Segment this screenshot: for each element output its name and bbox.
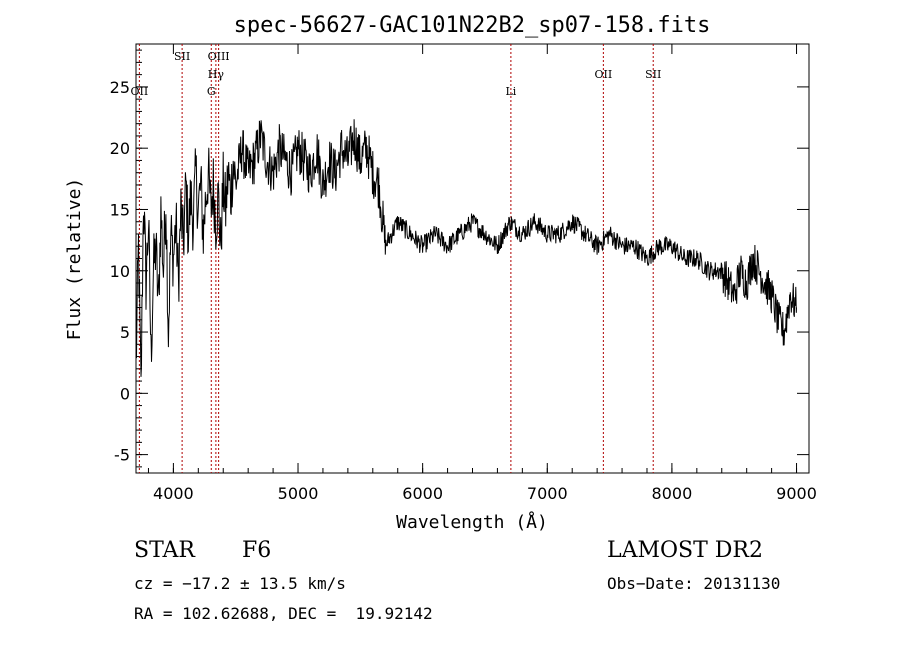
x-tick-label: 6000 <box>402 484 443 503</box>
line-marker-label: SII <box>645 68 661 81</box>
redshift-cz: cz = −17.2 ± 13.5 km/s <box>134 574 346 593</box>
y-tick-label: 25 <box>110 78 130 97</box>
y-tick-label: 5 <box>120 323 130 342</box>
x-tick-label: 9000 <box>776 484 817 503</box>
line-marker-label: OIII <box>208 50 230 63</box>
y-tick-label: 10 <box>110 262 130 281</box>
x-tick-label: 7000 <box>527 484 568 503</box>
line-marker-label: SII <box>174 50 190 63</box>
line-marker-label: G <box>207 85 216 98</box>
x-axis: 4000 5000 6000 7000 8000 9000 <box>147 44 817 503</box>
x-tick-label: 4000 <box>153 484 194 503</box>
plot-frame <box>135 43 810 474</box>
spectrum-series <box>135 119 797 377</box>
line-marker-label: OII <box>595 68 613 81</box>
line-marker-label: Hγ <box>208 68 225 81</box>
y-tick-label: 20 <box>110 139 130 158</box>
line-marker-label: Li <box>505 85 516 98</box>
x-tick-label: 8000 <box>652 484 693 503</box>
y-axis-label: Flux (relative) <box>64 178 85 341</box>
line-markers: OII SII G Hγ OIII Li OII SII <box>131 44 661 473</box>
x-axis-label: Wavelength (Å) <box>396 511 548 533</box>
y-tick-label: 15 <box>110 200 130 219</box>
chart-title: spec-56627-GAC101N22B2_sp07-158.fits <box>234 13 711 38</box>
line-marker-label: OII <box>131 85 149 98</box>
y-axis: -5 0 5 10 15 20 25 <box>110 49 809 468</box>
survey-name: LAMOST DR2 <box>607 538 763 563</box>
y-tick-label: -5 <box>114 446 130 465</box>
coordinates: RA = 102.62688, DEC = 19.92142 <box>134 604 433 623</box>
y-tick-label: 0 <box>120 384 130 403</box>
object-class: STAR <box>134 538 195 563</box>
observation-date: Obs−Date: 20131130 <box>607 574 781 593</box>
spectrum-line <box>135 119 797 377</box>
x-tick-label: 5000 <box>278 484 319 503</box>
object-subclass: F6 <box>242 538 272 563</box>
